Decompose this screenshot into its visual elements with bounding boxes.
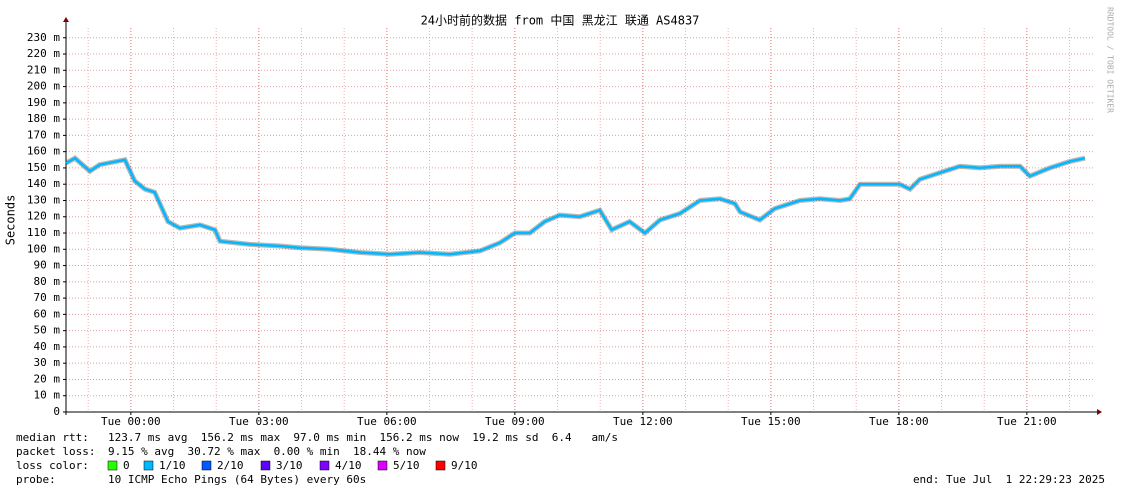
- y-tick-label: 30 m: [34, 356, 61, 369]
- x-arrow: [1097, 409, 1102, 415]
- legend-swatch: [435, 460, 446, 471]
- footer-label: median rtt:: [16, 431, 89, 444]
- legend-label: 4/10: [335, 459, 362, 472]
- y-axis-label: Seconds: [4, 195, 18, 246]
- chart-title: 24小时前的数据 from 中国 黑龙江 联通 AS4837: [421, 13, 700, 28]
- y-arrow: [63, 17, 69, 22]
- y-tick-label: 170 m: [27, 128, 60, 141]
- y-tick-label: 140 m: [27, 177, 60, 190]
- y-tick-label: 180 m: [27, 112, 60, 125]
- watermark: RRDTOOL / TOBI OETIKER: [1106, 7, 1115, 113]
- footer-label: packet loss:: [16, 445, 95, 458]
- y-tick-label: 70 m: [34, 291, 61, 304]
- x-tick-label: Tue 12:00: [613, 415, 673, 428]
- x-tick-label: Tue 15:00: [741, 415, 801, 428]
- legend-label: 9/10: [451, 459, 478, 472]
- y-tick-label: 130 m: [27, 193, 60, 206]
- y-tick-label: 110 m: [27, 226, 60, 239]
- legend-label: 1/10: [159, 459, 186, 472]
- legend-swatch: [143, 460, 154, 471]
- x-tick-label: Tue 03:00: [229, 415, 289, 428]
- y-tick-label: 20 m: [34, 372, 61, 385]
- footer-text: 9.15 % avg 30.72 % max 0.00 % min 18.44 …: [108, 445, 426, 458]
- x-tick-label: Tue 21:00: [997, 415, 1057, 428]
- legend-swatch: [260, 460, 271, 471]
- x-tick-label: Tue 09:00: [485, 415, 545, 428]
- legend-label: 2/10: [217, 459, 244, 472]
- legend-label: 5/10: [393, 459, 420, 472]
- y-tick-label: 40 m: [34, 340, 61, 353]
- y-tick-label: 90 m: [34, 259, 61, 272]
- footer-end: end: Tue Jul 1 22:29:23 2025: [913, 473, 1105, 486]
- footer-text: 10 ICMP Echo Pings (64 Bytes) every 60s: [108, 473, 366, 486]
- y-tick-label: 80 m: [34, 275, 61, 288]
- legend-swatch: [107, 460, 118, 471]
- y-tick-label: 220 m: [27, 47, 60, 60]
- legend-swatch: [319, 460, 330, 471]
- y-tick-label: 50 m: [34, 324, 61, 337]
- legend-swatch: [377, 460, 388, 471]
- x-tick-label: Tue 06:00: [357, 415, 417, 428]
- y-tick-label: 210 m: [27, 63, 60, 76]
- footer-text: 123.7 ms avg 156.2 ms max 97.0 ms min 15…: [108, 431, 618, 444]
- legend-label: 3/10: [276, 459, 303, 472]
- y-tick-label: 150 m: [27, 161, 60, 174]
- y-tick-label: 120 m: [27, 210, 60, 223]
- y-tick-label: 10 m: [34, 389, 61, 402]
- median-line: [65, 156, 1086, 256]
- y-tick-label: 190 m: [27, 96, 60, 109]
- y-tick-label: 0: [53, 405, 60, 418]
- y-tick-label: 100 m: [27, 242, 60, 255]
- x-tick-label: Tue 00:00: [101, 415, 161, 428]
- x-tick-label: Tue 18:00: [869, 415, 929, 428]
- legend-label: 0: [123, 459, 130, 472]
- y-tick-label: 160 m: [27, 145, 60, 158]
- y-tick-label: 230 m: [27, 31, 60, 44]
- y-tick-label: 60 m: [34, 307, 61, 320]
- y-tick-label: 200 m: [27, 80, 60, 93]
- legend-swatch: [201, 460, 212, 471]
- footer-label: loss color:: [16, 459, 89, 472]
- footer-label: probe:: [16, 473, 56, 486]
